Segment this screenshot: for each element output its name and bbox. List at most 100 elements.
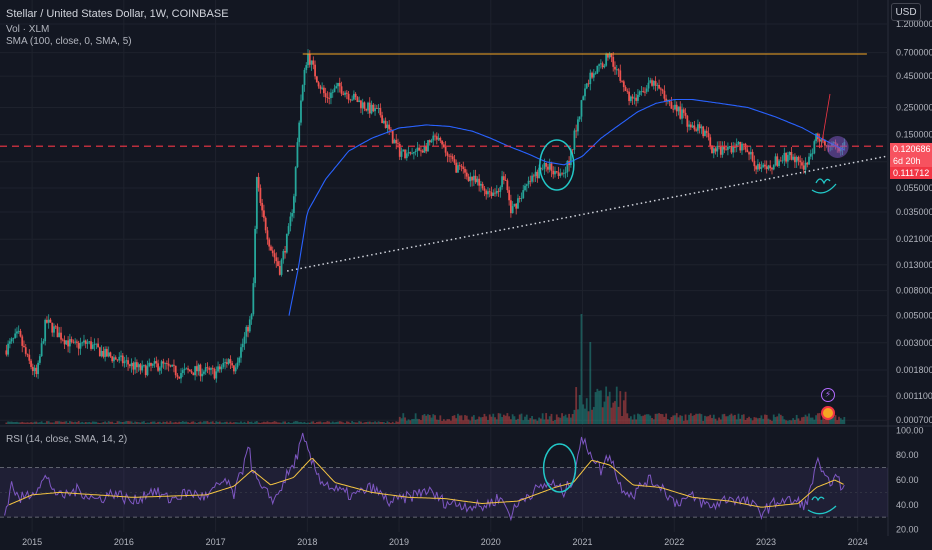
volume-bar — [12, 422, 15, 424]
volume-bar — [307, 422, 309, 424]
volume-bar — [227, 422, 230, 424]
candle-body — [382, 120, 385, 124]
volume-bar — [589, 342, 592, 424]
volume-bar — [718, 417, 720, 424]
candle-body — [300, 100, 302, 123]
candle-body — [206, 367, 209, 369]
candle-body — [522, 190, 525, 199]
volume-bar — [714, 418, 717, 424]
volume-bar — [693, 415, 696, 424]
candle-body — [289, 216, 292, 227]
candle-body — [592, 73, 595, 78]
candle-body — [268, 239, 271, 247]
candle-body — [612, 57, 615, 67]
price-tick-label: 0.008000 — [896, 286, 932, 296]
volume-bar — [472, 415, 475, 424]
volume-bar — [557, 417, 560, 424]
volume-bar — [658, 413, 660, 424]
volume-bar — [839, 418, 842, 424]
candle-body — [769, 165, 772, 169]
candle-body — [190, 371, 193, 373]
volume-bar — [330, 422, 332, 424]
volume-bar — [665, 413, 668, 424]
candle-body — [40, 343, 43, 357]
volume-bar — [344, 422, 346, 424]
volume-bar — [409, 420, 412, 424]
volume-bar — [688, 414, 690, 424]
candle-body — [361, 102, 364, 109]
volume-bar — [210, 421, 212, 424]
volume-bar — [465, 415, 468, 424]
candle-body — [7, 343, 10, 355]
volume-bar — [197, 422, 200, 424]
volume-bar — [569, 417, 572, 424]
volume-bar — [121, 422, 124, 424]
volume-legend[interactable]: Vol · XLM — [6, 24, 50, 35]
volume-bar — [51, 422, 54, 424]
candle-body — [104, 348, 107, 357]
volume-bar — [74, 421, 77, 424]
volume-bar — [832, 416, 835, 424]
candle-body — [280, 259, 283, 275]
volume-bar — [605, 386, 608, 424]
chart-title[interactable]: Stellar / United States Dollar, 1W, COIN… — [6, 8, 229, 20]
candle-body — [326, 97, 329, 98]
volume-bar — [668, 420, 671, 424]
candle-body — [173, 364, 175, 366]
candle-body — [566, 160, 569, 173]
candle-body — [654, 80, 657, 86]
volume-bar — [834, 415, 837, 424]
volume-bar — [5, 422, 8, 424]
candle-body — [210, 368, 212, 370]
volume-bar — [377, 421, 380, 424]
volume-bar — [88, 421, 91, 424]
volume-bar — [393, 422, 396, 424]
candle-body — [571, 149, 574, 151]
candle-body — [806, 162, 809, 165]
volume-bar — [404, 417, 406, 424]
candle-body — [487, 191, 489, 195]
volume-bar — [792, 418, 795, 424]
volume-bar — [206, 421, 209, 424]
sma-legend[interactable]: SMA (100, close, 0, SMA, 5) — [6, 36, 132, 47]
volume-bar — [585, 398, 588, 424]
lightning-icon[interactable]: ⚡ — [821, 388, 835, 402]
candle-body — [220, 366, 223, 370]
candle-body — [285, 233, 288, 253]
candle-body — [608, 53, 611, 58]
candle-body — [485, 190, 488, 195]
event-avatar-icon[interactable] — [821, 406, 835, 420]
candle-body — [675, 104, 678, 112]
currency-button[interactable]: USD — [891, 3, 921, 21]
rsi-legend[interactable]: RSI (14, close, SMA, 14, 2) — [6, 434, 128, 445]
candle-body — [315, 76, 318, 83]
candle-body — [561, 173, 563, 175]
candle-body — [709, 137, 712, 147]
candle-body — [532, 175, 535, 177]
volume-bar — [659, 413, 662, 424]
volume-bar — [794, 419, 796, 424]
candle-body — [702, 126, 705, 137]
volume-bar — [402, 413, 405, 424]
candle-body — [116, 359, 119, 361]
candle-body — [693, 125, 696, 130]
volume-bar — [462, 420, 465, 424]
candle-body — [331, 92, 334, 94]
candle-body — [185, 368, 188, 370]
candle-body — [742, 143, 745, 145]
volume-bar — [527, 419, 530, 424]
volume-bar — [494, 417, 496, 424]
volume-bar — [148, 422, 151, 424]
candle-body — [143, 365, 145, 366]
candle-body — [171, 364, 174, 367]
volume-bar — [811, 417, 814, 424]
candle-body — [749, 151, 752, 155]
candle-body — [741, 143, 743, 151]
candle-body — [294, 167, 297, 197]
volume-bar — [106, 422, 108, 424]
volume-bar — [314, 422, 316, 424]
volume-bar — [550, 413, 553, 424]
volume-bar — [178, 421, 181, 424]
volume-bar — [333, 422, 336, 424]
